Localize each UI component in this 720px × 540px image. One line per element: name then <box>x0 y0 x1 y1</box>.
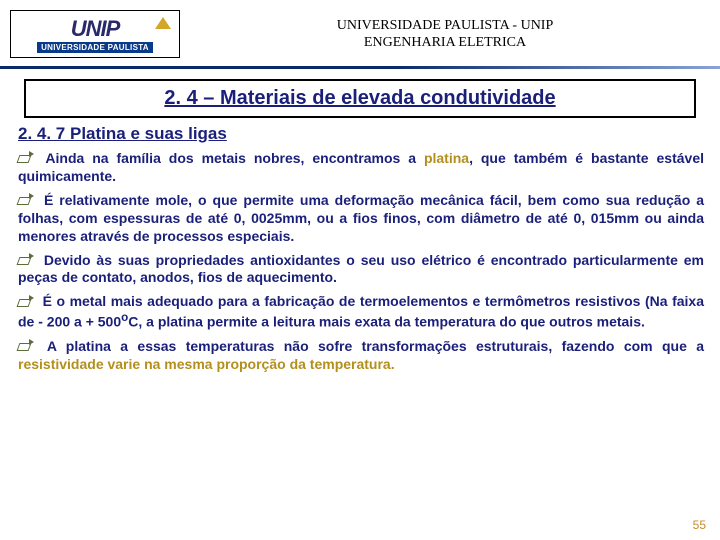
paragraph-1: Ainda na família dos metais nobres, enco… <box>18 150 704 186</box>
p1-text-a: Ainda na família dos metais nobres, enco… <box>45 150 424 166</box>
p3-text: Devido às suas propriedades antioxidante… <box>18 252 704 286</box>
paragraph-4: É o metal mais adequado para a fabricaçã… <box>18 293 704 331</box>
paragraph-3: Devido às suas propriedades antioxidante… <box>18 252 704 288</box>
logo-text-bottom: UNIVERSIDADE PAULISTA <box>37 42 153 53</box>
paragraph-2: É relativamente mole, o que permite uma … <box>18 192 704 246</box>
header-title: UNIVERSIDADE PAULISTA - UNIP ENGENHARIA … <box>180 17 710 52</box>
bullet-icon <box>18 255 34 267</box>
header-line2: ENGENHARIA ELETRICA <box>180 34 710 52</box>
p1-accent: platina <box>424 150 469 166</box>
section-heading: 2. 4 – Materiais de elevada condutividad… <box>24 79 696 118</box>
bullet-icon <box>18 195 34 207</box>
page-number: 55 <box>693 518 706 532</box>
p5-accent: resistividade varie na mesma proporção d… <box>18 356 395 372</box>
unip-logo: UNIP UNIVERSIDADE PAULISTA <box>10 10 180 58</box>
p2-text: É relativamente mole, o que permite uma … <box>18 192 704 244</box>
p4-text-c: C, a platina permite a leitura mais exat… <box>128 314 645 330</box>
logo-triangle-icon <box>155 17 171 29</box>
bullet-icon <box>18 153 34 165</box>
header-line1: UNIVERSIDADE PAULISTA - UNIP <box>180 17 710 35</box>
header-rule <box>0 66 720 69</box>
logo-text-top: UNIP <box>71 16 120 42</box>
slide-header: UNIP UNIVERSIDADE PAULISTA UNIVERSIDADE … <box>0 0 720 64</box>
subsection-heading: 2. 4. 7 Platina e suas ligas <box>18 124 704 144</box>
paragraph-5: A platina a essas temperaturas não sofre… <box>18 338 704 374</box>
p5-text-a: A platina a essas temperaturas não sofre… <box>47 338 704 354</box>
bullet-icon <box>18 297 34 309</box>
bullet-icon <box>18 341 34 353</box>
